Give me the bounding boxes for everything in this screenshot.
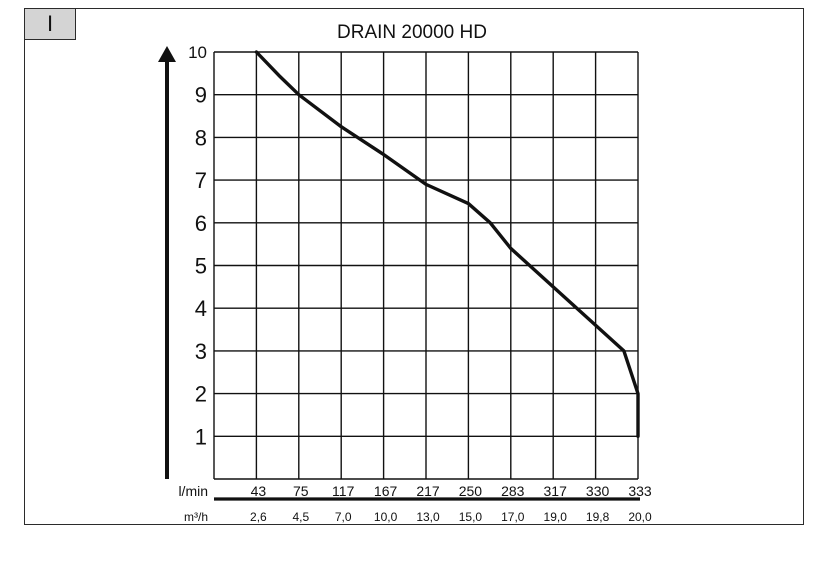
- x-unit-label: l/min: [178, 483, 208, 499]
- x-tick-label: 7,0: [335, 510, 352, 524]
- x-tick-label: 2,6: [250, 510, 267, 524]
- y-tick-label: 7: [195, 168, 207, 193]
- grid: [213, 51, 639, 480]
- x-tick-label: 19,0: [544, 510, 568, 524]
- x-tick-label: 317: [544, 483, 568, 499]
- x-tick-label: 167: [374, 483, 398, 499]
- chart-title: DRAIN 20000 HD: [337, 22, 487, 43]
- x-tick-label: 20,0: [628, 510, 652, 524]
- y-tick-labels: 1 2 3 4 5 6 7 8 9 10: [188, 43, 207, 449]
- x-tick-label: 330: [586, 483, 610, 499]
- axes: [158, 46, 640, 501]
- x-tick-label: 15,0: [459, 510, 483, 524]
- x-tick-label: 13,0: [416, 510, 440, 524]
- x-tick-label: 333: [628, 483, 652, 499]
- y-tick-label: 10: [188, 43, 207, 62]
- x-tick-labels: l/min 43 75 117 167 217 250 283 317 330 333 m³/h 2,6…: [178, 483, 652, 524]
- x-tick-label: 75: [293, 483, 309, 499]
- y-tick-label: 3: [195, 339, 207, 364]
- x-tick-label: 217: [416, 483, 440, 499]
- y-tick-label: 9: [195, 83, 207, 108]
- y-tick-label: 1: [195, 424, 207, 449]
- series-line: [254, 50, 640, 438]
- y-axis-arrow: [158, 46, 176, 62]
- x-tick-label: 43: [251, 483, 267, 499]
- x-unit-label: m³/h: [184, 510, 208, 524]
- y-tick-label: 2: [195, 382, 207, 407]
- x-tick-label: 250: [459, 483, 483, 499]
- y-tick-label: 5: [195, 254, 207, 279]
- x-tick-label: 10,0: [374, 510, 398, 524]
- x-tick-label: 283: [501, 483, 525, 499]
- series: [254, 50, 640, 438]
- x-tick-label: 4,5: [292, 510, 309, 524]
- y-tick-label: 4: [195, 296, 207, 321]
- panel-tag: I: [24, 8, 76, 40]
- x-tick-label: 17,0: [501, 510, 525, 524]
- y-tick-label: 8: [195, 125, 207, 150]
- y-tick-label: 6: [195, 211, 207, 236]
- x-tick-label: 19,8: [586, 510, 610, 524]
- x-tick-label: 117: [332, 483, 355, 499]
